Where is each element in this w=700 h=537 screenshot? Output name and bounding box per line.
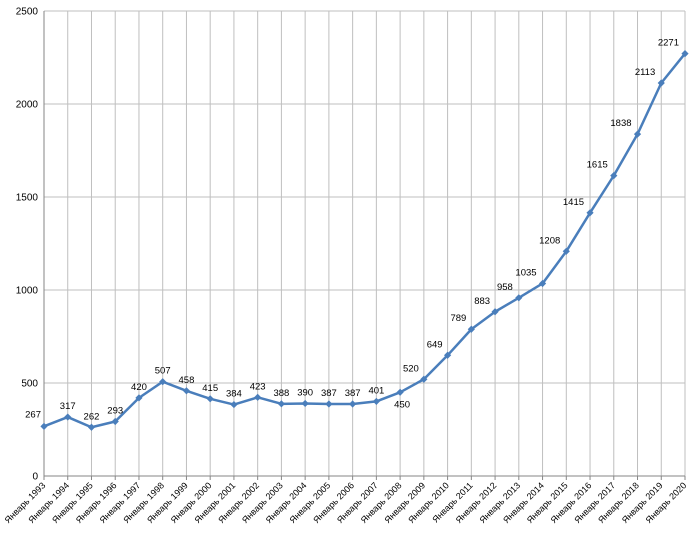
data-point-marker [515, 294, 523, 302]
data-point-marker [443, 351, 452, 359]
data-label: 507 [155, 366, 171, 377]
series-polyline [43, 52, 686, 429]
axes [43, 11, 686, 480]
data-label: 1208 [539, 235, 560, 246]
data-point-marker [64, 413, 72, 421]
gridlines [44, 10, 686, 476]
data-point-marker [135, 394, 143, 402]
data-label: 1838 [610, 118, 631, 129]
data-point-marker [657, 79, 665, 87]
data-point-marker [40, 422, 48, 430]
data-point-marker [277, 400, 286, 408]
y-tick-label: 2500 [16, 7, 39, 18]
data-label: 401 [368, 385, 384, 396]
data-label: 293 [107, 406, 123, 417]
data-point-marker [491, 308, 499, 316]
data-label: 317 [60, 401, 76, 412]
data-label: 958 [497, 282, 513, 293]
data-label: 520 [403, 363, 419, 374]
data-label: 2271 [658, 38, 679, 49]
data-label: 458 [179, 375, 195, 386]
y-tick-label: 2000 [16, 100, 39, 111]
data-label: 789 [450, 313, 466, 324]
data-point-marker [562, 247, 570, 255]
y-tick-label: 500 [21, 379, 38, 390]
y-tick-label: 1000 [16, 286, 39, 297]
y-tick-label: 1500 [16, 193, 39, 204]
data-point-marker [87, 423, 96, 431]
data-point-marker [681, 49, 689, 58]
data-point-marker [467, 325, 475, 333]
data-label: 390 [297, 387, 313, 398]
data-label: 387 [321, 388, 337, 399]
data-label: 883 [474, 296, 490, 307]
data-label: 267 [25, 409, 41, 420]
data-label: 384 [226, 389, 242, 400]
data-point-marker [372, 397, 380, 406]
series-line [43, 52, 686, 429]
data-labels: 267 317 262 293 420 507 458 415 384 423 388 390 387 3… [25, 38, 679, 423]
data-label: 2113 [635, 67, 655, 78]
data-label: 1415 [563, 197, 584, 208]
data-point-marker [633, 130, 642, 138]
data-label: 423 [250, 381, 266, 392]
y-tick-label: 0 [32, 472, 38, 483]
y-axis-tick-labels: 0 500 1000 1500 2000 2500 [16, 7, 39, 483]
data-point-marker [420, 375, 428, 383]
data-point-marker [206, 395, 214, 403]
data-point-marker [159, 378, 167, 386]
series-markers [40, 49, 689, 431]
data-point-marker [586, 209, 594, 217]
data-point-marker [325, 400, 333, 408]
data-label: 450 [394, 399, 410, 410]
data-label: 649 [427, 339, 443, 350]
data-label: 388 [273, 388, 289, 399]
data-label: 387 [345, 388, 361, 399]
data-point-marker [230, 400, 238, 409]
data-point-marker [182, 387, 191, 395]
data-point-marker [396, 388, 404, 396]
data-point-marker [538, 279, 547, 288]
data-label: 262 [84, 411, 100, 422]
data-label: 1615 [587, 160, 608, 171]
data-point-marker [301, 399, 309, 408]
data-point-marker [610, 172, 618, 180]
data-point-marker [254, 393, 262, 401]
data-label: 420 [131, 382, 147, 393]
data-label: 415 [202, 383, 218, 394]
data-label: 1035 [515, 267, 536, 278]
data-point-marker [349, 400, 357, 408]
data-point-marker [111, 417, 119, 426]
